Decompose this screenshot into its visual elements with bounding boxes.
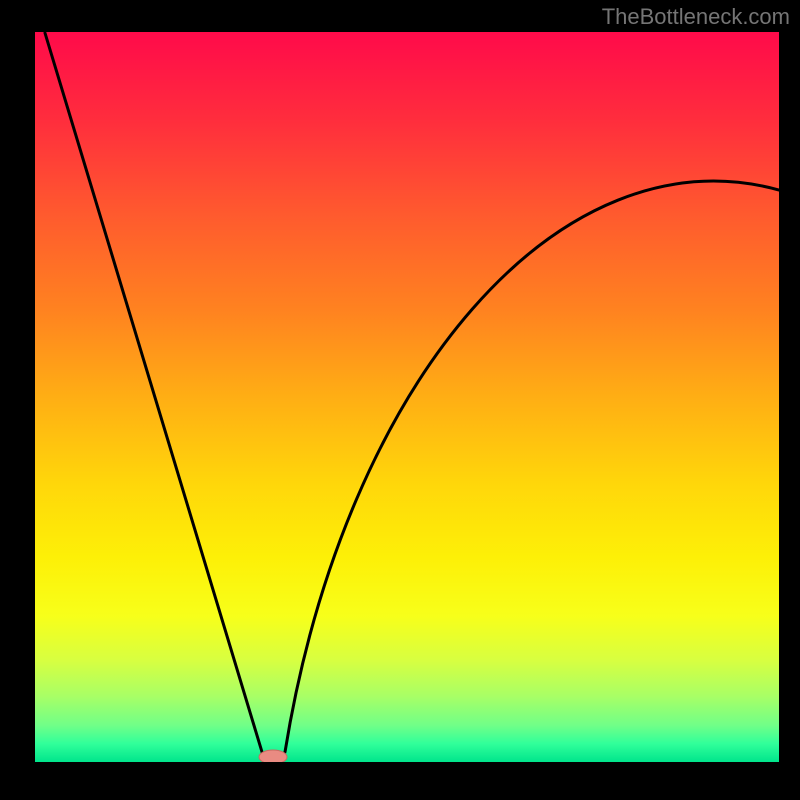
chart-container: TheBottleneck.com (0, 0, 800, 800)
bottleneck-chart (0, 0, 800, 800)
watermark-text: TheBottleneck.com (602, 4, 790, 30)
optimal-marker (259, 750, 287, 764)
